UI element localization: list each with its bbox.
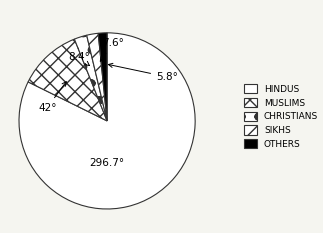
Wedge shape: [87, 33, 107, 121]
Text: 7.6°: 7.6°: [100, 38, 124, 61]
Wedge shape: [74, 35, 107, 121]
Wedge shape: [19, 33, 195, 209]
Text: 8.4°: 8.4°: [68, 52, 90, 65]
Text: 5.8°: 5.8°: [109, 63, 178, 82]
Legend: HINDUS, MUSLIMS, CHRISTIANS, SIKHS, OTHERS: HINDUS, MUSLIMS, CHRISTIANS, SIKHS, OTHE…: [242, 82, 320, 151]
Text: 296.7°: 296.7°: [89, 158, 125, 168]
Wedge shape: [98, 33, 107, 121]
Text: 42°: 42°: [38, 82, 66, 113]
Wedge shape: [28, 39, 107, 121]
